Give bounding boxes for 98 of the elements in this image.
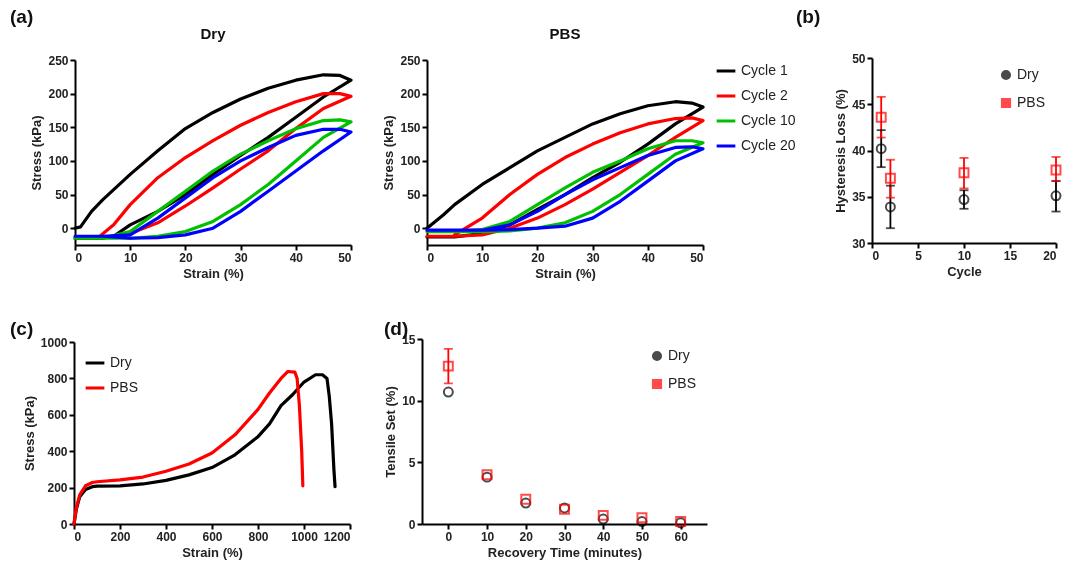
legend-label: PBS [668,375,697,391]
x-tick-label: 800 [248,529,269,544]
x-axis-title: Strain (%) [535,265,596,281]
text: (a) [10,6,34,28]
point [884,201,896,213]
x-tick-label: 200 [110,529,131,544]
legend-label: Cycle 10 [741,112,796,128]
legend-label: PBS [110,379,139,395]
point [442,386,454,398]
x-tick-label: 40 [289,250,304,265]
y-tick-label: 200 [47,481,68,496]
x-axis-title: Recovery Time (minutes) [487,544,643,560]
x-tick-label: 10 [957,248,972,263]
point [958,194,970,205]
chart-title: Dry [200,25,227,42]
x-tick-label: 5 [915,248,923,263]
point [520,493,532,505]
y-tick-label: 800 [47,371,68,386]
point [1050,190,1062,202]
x-tick-label: 20 [519,529,534,544]
x-tick-label: 60 [674,529,689,544]
x-tick-label: 30 [586,250,601,265]
x-tick-label: 20 [1043,248,1057,263]
y-axis-title: Stress (kPa) [381,115,397,191]
x-tick-label: 50 [690,250,704,265]
x-tick-label: 1000 [291,529,319,544]
y-tick-label: 600 [47,408,68,423]
y-tick-label: 200 [48,87,69,102]
x-axis-title: Cycle [947,263,982,279]
y-tick-label: 35 [852,190,866,205]
x-tick-label: 40 [597,529,611,544]
y-tick-label: 50 [852,51,866,66]
x-tick-label: 40 [641,250,656,265]
y-tick-label: 45 [852,97,866,112]
x-tick-label: 0 [445,529,453,544]
x-tick-label: 20 [531,250,545,265]
y-tick-label: 10 [402,394,416,409]
point [636,512,648,524]
point [958,167,970,179]
x-tick-label: 1200 [323,529,351,544]
y-tick-label: 0 [60,517,68,532]
y-tick-label: 5 [408,455,416,470]
y-tick-label: 40 [852,144,866,158]
x-tick-label: 10 [124,250,138,265]
legend-label: Dry [110,354,132,370]
x-tick-label: 50 [635,529,650,544]
point [597,509,609,521]
legend-label: Cycle 1 [741,62,788,78]
point [1050,164,1062,176]
y-tick-label: 50 [407,188,421,203]
y-axis-title: Stress (kPa) [21,395,37,472]
x-axis-title: Strain (%) [183,265,244,281]
y-tick-label: 0 [413,221,421,236]
legend-label: PBS [1017,94,1046,110]
y-tick-label: 30 [852,236,866,251]
point [636,516,648,527]
y-tick-label: 200 [400,87,421,102]
legend-label: Dry [668,347,690,363]
y-tick-label: 100 [48,154,69,169]
y-tick-label: 250 [400,53,421,68]
y-axis-title: Stress (kPa) [29,115,45,191]
point [875,111,887,123]
x-axis-title: Strain (%) [182,544,243,560]
y-tick-label: 250 [48,53,69,68]
text: (c) [10,318,34,340]
y-tick-label: 150 [400,120,421,135]
y-tick-label: 1000 [40,335,68,350]
x-tick-label: 20 [179,250,193,265]
legend-label: Cycle 2 [741,87,788,103]
x-tick-label: 0 [74,529,82,544]
point [875,143,887,155]
y-axis-title: Tensile Set (%) [383,386,399,478]
y-tick-label: 150 [48,120,69,135]
x-tick-label: 30 [558,529,572,544]
x-tick-label: 400 [156,529,177,544]
x-tick-label: 10 [480,529,495,544]
text: (b) [796,6,821,28]
point [884,172,896,184]
x-tick-label: 0 [427,250,435,265]
x-tick-label: 30 [234,250,249,265]
y-tick-label: 100 [400,154,421,169]
x-tick-label: 15 [1003,248,1018,263]
point [442,360,454,372]
x-tick-label: 50 [338,250,352,265]
y-axis-title: Hysteresis Loss (%) [833,89,849,213]
y-tick-label: 400 [47,444,68,459]
legend-label: Cycle 20 [741,137,796,153]
legend-label: Dry [1017,66,1039,82]
y-tick-label: 0 [408,517,416,532]
x-tick-label: 0 [75,250,83,265]
point [520,497,532,509]
y-tick-label: 0 [61,221,69,236]
chart-title: PBS [549,25,581,42]
point [597,513,609,525]
y-tick-label: 50 [55,188,69,203]
x-tick-label: 10 [476,250,490,265]
x-tick-label: 0 [872,248,880,263]
x-tick-label: 600 [202,529,223,544]
